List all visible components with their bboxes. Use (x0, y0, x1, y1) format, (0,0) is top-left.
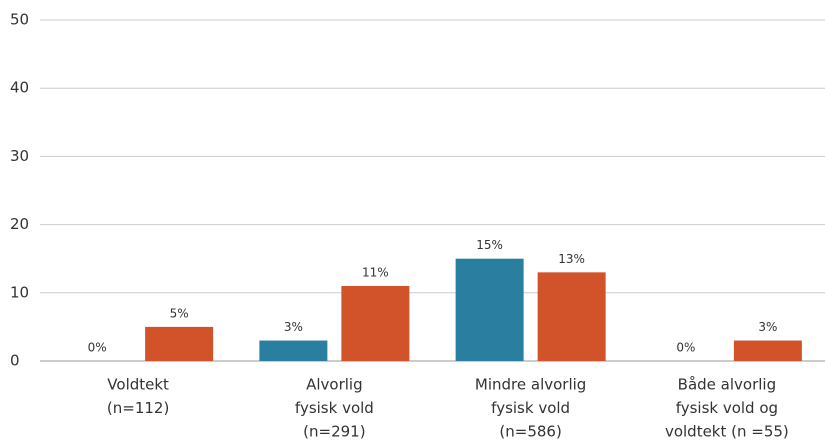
x-tick-label: fysisk vold (491, 399, 570, 417)
y-tick-label: 50 (10, 11, 29, 29)
y-tick-label: 20 (10, 215, 29, 233)
y-tick-label: 40 (10, 79, 29, 97)
x-tick-label: fysisk vold (295, 399, 374, 417)
bar (537, 272, 606, 361)
x-tick-label: (n=291) (303, 423, 365, 441)
value-label: 0% (676, 341, 695, 355)
y-tick-label: 30 (10, 147, 29, 165)
bar (733, 340, 802, 361)
y-tick-label: 10 (10, 283, 29, 301)
x-tick-label: (n=112) (107, 399, 169, 417)
x-tick-label: Både alvorlig (678, 376, 776, 394)
bar (341, 285, 410, 361)
bar (259, 340, 328, 361)
value-label: 3% (758, 320, 777, 334)
value-label: 3% (284, 320, 303, 334)
bar (145, 326, 214, 361)
y-tick-label: 0 (10, 352, 20, 370)
value-label: 11% (362, 265, 389, 279)
bar (455, 258, 524, 361)
x-tick-label: Mindre alvorlig (475, 376, 586, 394)
value-label: 0% (88, 341, 107, 355)
x-tick-label: Alvorlig (306, 376, 363, 394)
x-tick-label: fysisk vold og (676, 399, 778, 417)
value-label: 15% (476, 238, 503, 252)
x-tick-label: voldtekt (n =55) (665, 423, 789, 441)
value-label: 5% (170, 306, 189, 320)
value-label: 13% (558, 252, 585, 266)
x-tick-label: (n=586) (499, 423, 561, 441)
x-tick-label: Voldtekt (107, 376, 169, 394)
